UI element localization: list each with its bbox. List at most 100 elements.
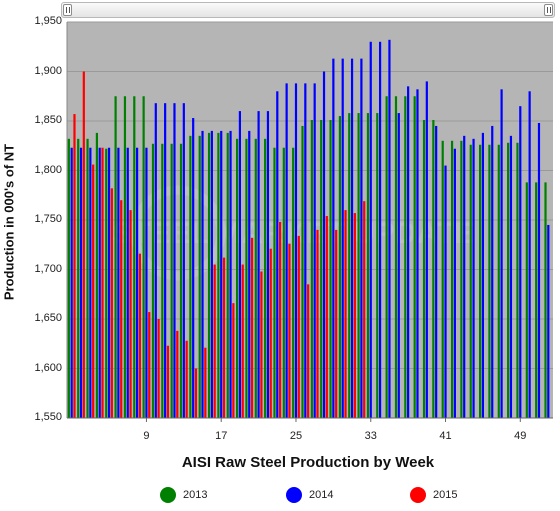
bar-2014-week-27 [313, 83, 316, 418]
bar-2015-week-14 [194, 368, 198, 418]
bar-2015-week-1 [73, 114, 76, 418]
bar-2015-week-2 [82, 71, 85, 418]
y-axis-label-text: Production in 000's of NT [1, 143, 17, 301]
bar-2015-week-22 [269, 248, 272, 418]
bar-2013-week-25 [292, 147, 295, 419]
y-tick-label: 1,600 [34, 361, 62, 374]
bar-2014-week-40 [435, 125, 438, 418]
bar-2014-week-50 [528, 91, 531, 419]
bar-2013-week-23 [273, 147, 276, 419]
x-tick-label: 41 [439, 430, 452, 442]
bar-2013-week-50 [525, 182, 528, 418]
bar-2013-week-27 [310, 120, 313, 418]
bar-2014-week-39 [425, 81, 428, 419]
bar-2013-week-2 [77, 138, 80, 418]
bar-2014-week-44 [472, 138, 475, 418]
bar-2013-week-38 [413, 96, 416, 418]
legend-label-2015: 2015 [433, 488, 458, 501]
x-tick-label: 49 [514, 430, 527, 442]
x-tick-label: 17 [215, 430, 228, 442]
bar-2014-week-19 [238, 111, 242, 418]
legend-item-2014[interactable]: 2014 [286, 486, 333, 504]
bar-2013-week-17 [217, 132, 220, 418]
bar-2014-week-30 [341, 58, 344, 418]
bar-2014-week-20 [248, 130, 251, 418]
bar-2013-week-16 [207, 132, 211, 418]
bar-2013-week-15 [198, 135, 201, 418]
bar-2014-week-12 [173, 103, 176, 419]
bar-2014-week-13 [182, 103, 185, 419]
bar-2014-week-3 [89, 147, 92, 419]
legend-item-2015[interactable]: 2015 [410, 486, 457, 504]
bar-2014-week-26 [304, 83, 307, 418]
bar-2015-week-7 [129, 210, 132, 418]
bar-2014-week-37 [407, 86, 410, 418]
bar-2014-week-23 [276, 91, 279, 419]
bar-2015-week-29 [335, 229, 338, 418]
bar-2014-week-47 [500, 89, 503, 418]
y-tick-label: 1,900 [34, 64, 62, 77]
bar-2013-week-12 [170, 143, 173, 418]
bar-2013-week-28 [320, 120, 323, 418]
bar-2014-week-52 [547, 224, 550, 418]
y-tick-label: 1,850 [34, 114, 62, 126]
y-tick-label: 1,700 [34, 262, 62, 275]
bar-2013-week-43 [460, 140, 463, 419]
bar-2015-week-11 [166, 345, 170, 418]
bar-2015-week-19 [241, 264, 244, 418]
bar-2015-week-32 [363, 201, 366, 418]
bar-2013-week-30 [338, 116, 342, 419]
range-grip-left-icon[interactable] [63, 4, 72, 16]
bar-2013-week-48 [507, 142, 510, 418]
bar-2015-week-16 [213, 264, 216, 418]
bar-2014-week-11 [164, 103, 167, 419]
bar-2013-week-51 [535, 182, 538, 418]
bar-2014-week-33 [369, 41, 372, 419]
bar-2013-week-34 [376, 113, 379, 418]
bar-2014-week-15 [201, 130, 204, 418]
bar-2014-week-10 [154, 103, 157, 419]
bar-2014-week-24 [285, 83, 288, 418]
y-tick-label: 1,650 [34, 312, 62, 324]
bar-2013-week-8 [133, 96, 136, 418]
bar-2014-week-43 [463, 135, 466, 418]
bar-2013-week-37 [404, 96, 407, 418]
legend-item-2013[interactable]: 2013 [160, 486, 207, 504]
bar-2013-week-20 [245, 138, 248, 418]
bar-2013-week-24 [282, 147, 285, 419]
bar-2015-week-21 [260, 271, 263, 418]
range-grip-right-icon[interactable] [544, 4, 553, 16]
bar-2015-week-25 [297, 235, 300, 418]
bar-2014-week-31 [350, 58, 354, 418]
bar-2013-week-3 [86, 138, 89, 418]
bar-2014-week-21 [257, 111, 260, 418]
bar-2013-week-6 [114, 96, 117, 418]
bar-2013-week-47 [497, 144, 500, 418]
bar-2014-week-22 [266, 111, 270, 418]
bar-2014-week-17 [220, 130, 223, 418]
bar-2013-week-33 [366, 113, 370, 418]
bar-2015-week-15 [204, 347, 207, 418]
legend-label-2014: 2014 [309, 488, 334, 501]
bar-2015-week-13 [185, 340, 188, 418]
bar-2014-week-28 [322, 71, 326, 418]
y-tick-label: 1,800 [34, 163, 62, 176]
chart-scroll-bar[interactable] [61, 2, 555, 18]
bar-2014-week-18 [229, 130, 232, 418]
bar-2015-week-20 [250, 237, 254, 418]
bar-2014-week-5 [107, 147, 111, 419]
bar-2015-week-18 [232, 303, 235, 418]
y-tick-label: 1,750 [34, 213, 62, 225]
bar-2013-week-36 [394, 96, 398, 418]
bar-2015-week-31 [353, 213, 356, 418]
bar-2014-week-14 [192, 118, 195, 418]
bar-2014-week-35 [388, 39, 391, 418]
x-tick-label: 9 [143, 430, 150, 442]
bar-2013-week-11 [161, 143, 164, 418]
bar-2015-week-4 [101, 147, 104, 419]
legend-label-2013: 2013 [183, 488, 208, 501]
x-axis-label: AISI Raw Steel Production by Week [181, 454, 435, 471]
legend-marker-2013 [160, 486, 176, 503]
bar-2014-week-48 [509, 135, 513, 418]
